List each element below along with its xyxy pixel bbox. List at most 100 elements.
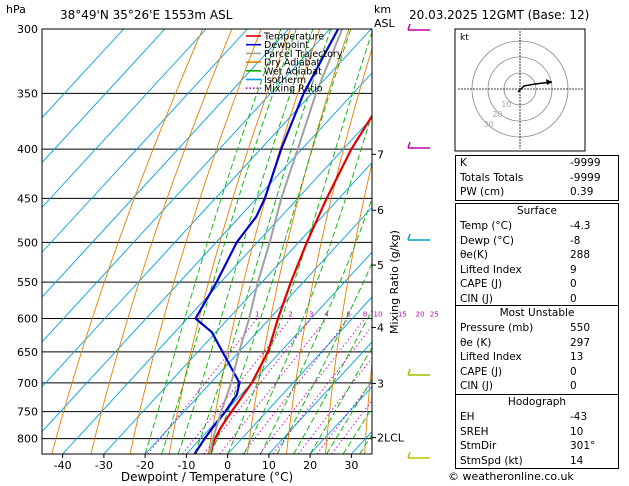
isotherm-line — [227, 296, 372, 454]
table-row: CIN (J) 0 — [456, 379, 618, 394]
row-value: -43 — [570, 411, 588, 423]
isotherm-line — [144, 206, 372, 454]
table-row: SREH 10 — [456, 425, 618, 440]
pressure-tick-label: 300 — [17, 23, 38, 36]
most-unstable-panel: Most Unstable Pressure (mb) 550 θe (K) 297 L… — [455, 305, 619, 395]
wet-adiabat-line — [326, 378, 372, 454]
row-label: Pressure (mb) — [460, 322, 534, 334]
table-row: Totals Totals -9999 — [456, 171, 618, 186]
x-tick-label: 30 — [344, 459, 358, 472]
pressure-tick-label: 750 — [17, 406, 38, 419]
row-label: θe(K) — [460, 249, 488, 262]
table-row: PW (cm) 0.39 — [456, 185, 618, 200]
location-title: 38°49'N 35°26'E 1553m ASL — [60, 8, 233, 22]
row-label: K — [460, 157, 467, 169]
dry-adiabat-line — [51, 29, 204, 454]
legend-label: Mixing Ratio — [264, 84, 323, 95]
surface-panel: Surface Temp (°C) -4.3 Dewp (°C) -8 θe(K) 288… — [455, 203, 619, 308]
dry-adiabat-line — [168, 29, 291, 454]
table-row: StmSpd (kt) 14 — [456, 454, 618, 469]
isotherm-line — [42, 29, 289, 298]
x-tick-label: 20 — [303, 459, 317, 472]
table-row: StmDir 301° — [456, 439, 618, 454]
mixing-ratio-label: 4 — [324, 310, 329, 318]
table-row: Dewp (°C) -8 — [456, 234, 618, 249]
row-value: -8 — [570, 234, 581, 247]
wind-barb-icon — [407, 141, 411, 149]
table-row: Temp (°C) -4.3 — [456, 219, 618, 234]
row-label: Lifted Index — [460, 263, 522, 276]
km-tick-label: 5 — [377, 259, 384, 272]
mixing-ratio-line — [331, 399, 372, 454]
table-row: Pressure (mb) 550 — [456, 321, 618, 336]
dry-adiabat-line — [325, 161, 372, 454]
row-label: StmDir — [460, 440, 497, 453]
wet-adiabat-line — [243, 112, 372, 454]
km-tick-label: 6 — [377, 204, 384, 217]
table-row: θe (K) 297 — [456, 336, 618, 351]
pressure-tick-label: 650 — [17, 346, 38, 359]
x-tick-label: -10 — [177, 459, 195, 472]
km-tick-label: 2LCL — [377, 432, 405, 445]
table-row: θe(K) 288 — [456, 248, 618, 263]
row-value: -9999 — [570, 171, 601, 184]
series-parcel-trajectory — [208, 29, 344, 454]
table-row: Lifted Index 9 — [456, 263, 618, 278]
wind-barb-icon — [407, 23, 411, 31]
wet-adiabat-line — [309, 346, 372, 454]
datetime-title: 20.03.2025 12GMT (Base: 12) — [409, 8, 589, 22]
pressure-tick-label: 800 — [17, 433, 38, 446]
plot-frame — [41, 28, 373, 455]
row-value: 0.39 — [570, 186, 594, 199]
hodograph-table-panel: Hodograph EH -43 SREH 10 StmDir 301° StmSpd (k… — [455, 394, 619, 470]
wind-barb-icon — [407, 368, 411, 376]
row-label: Totals Totals — [460, 171, 524, 184]
mixing-ratio-line — [147, 318, 258, 454]
copyright: © weatheronline.co.uk — [448, 470, 574, 483]
x-tick-label: 10 — [262, 459, 276, 472]
pressure-tick-label: 600 — [17, 312, 38, 325]
wet-adiabat-line — [194, 29, 332, 454]
mixing-ratio-label: 20 — [416, 310, 425, 318]
mixing-ratio-label: 15 — [398, 310, 407, 318]
row-label: CIN (J) — [460, 380, 493, 393]
series-temperature — [208, 113, 372, 454]
pressure-tick-label: 400 — [17, 143, 38, 156]
legend-label: Temperature — [263, 32, 324, 43]
isotherm-line — [42, 29, 124, 119]
wet-adiabat-line — [177, 29, 314, 454]
isotherm-line — [42, 29, 248, 253]
isotherm-line — [42, 29, 207, 209]
isotherm-line — [62, 117, 372, 454]
hodograph-trace — [517, 81, 553, 93]
mixing-ratio-line — [203, 318, 312, 454]
mixing-ratio-axis-label: Mixing Ratio (g/kg) — [388, 230, 401, 334]
row-label: CIN (J) — [460, 292, 493, 305]
hodograph-unit: kt — [460, 33, 469, 43]
surface-title: Surface — [516, 205, 557, 217]
km-tick-label: 4 — [377, 321, 384, 334]
x-axis-label: Dewpoint / Temperature (°C) — [121, 470, 293, 484]
km-tick-label: 7 — [377, 148, 384, 161]
table-row: Lifted Index 13 — [456, 350, 618, 365]
mixing-ratio-label: 6 — [346, 310, 351, 318]
mixing-ratio-label: 10 — [374, 310, 383, 318]
pressure-unit: hPa — [6, 3, 26, 16]
x-tick-label: -30 — [95, 459, 113, 472]
row-value: 301° — [570, 440, 596, 453]
row-value: 0 — [570, 365, 577, 378]
row-value: 550 — [570, 322, 591, 334]
pressure-tick-label: 500 — [17, 236, 38, 249]
mixing-ratio-line — [297, 357, 372, 454]
dry-adiabat-line — [207, 29, 321, 454]
table-row: CAPE (J) 0 — [456, 277, 618, 292]
mixing-ratio-label: 2 — [288, 310, 292, 318]
km-tick-label: 3 — [377, 377, 384, 390]
hodograph-ring-label: 20 — [492, 110, 502, 119]
row-label: θe (K) — [460, 336, 492, 349]
row-label: Lifted Index — [460, 351, 522, 364]
indices-panel: K -9999 Totals Totals -9999 PW (cm) 0.39 — [455, 155, 619, 201]
isotherm-line — [103, 161, 372, 454]
